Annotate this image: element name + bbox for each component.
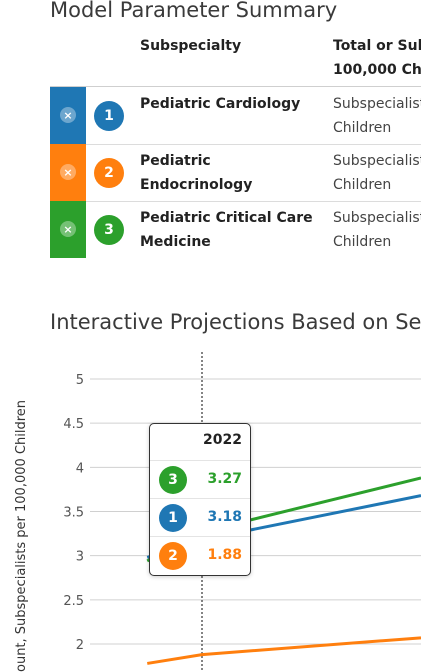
y-tick-label: 2.5 <box>63 594 84 609</box>
metric-line2: Children <box>333 234 392 250</box>
subspecialty-name: Pediatric Cardiology <box>140 92 320 116</box>
y-tick-label: 3 <box>76 550 84 565</box>
close-icon[interactable]: × <box>60 221 76 237</box>
metric-cell: Subspecialist Children <box>333 92 421 140</box>
subspecialty-name-line2: Medicine <box>140 234 211 250</box>
subspecialty-name-line2: Endocrinology <box>140 177 253 193</box>
summary-title: Model Parameter Summary <box>50 0 338 22</box>
series-number-badge: 1 <box>94 101 124 131</box>
column-header-total-line2: 100,000 Chi <box>333 62 421 78</box>
subspecialty-name-line1: Pediatric Cardiology <box>140 96 301 112</box>
parameter-summary-table: Subspecialty Total or Sub 100,000 Chi × … <box>50 30 421 258</box>
y-axis-label: ount, Subspecialists per 100,000 Childre… <box>14 400 29 672</box>
column-header-total-line1: Total or Sub <box>333 38 421 54</box>
subspecialty-name: Pediatric Endocrinology <box>140 149 320 197</box>
metric-line1: Subspecialist <box>333 210 421 226</box>
tooltip-value: 3.27 <box>207 471 242 487</box>
series-line[interactable] <box>147 636 421 665</box>
subspecialty-name-line1: Pediatric Critical Care <box>140 210 313 226</box>
table-row: × 1 Pediatric Cardiology Subspecialist C… <box>50 87 421 145</box>
table-row: × 2 Pediatric Endocrinology Subspecialis… <box>50 144 421 202</box>
y-tick-label: 4.5 <box>63 417 84 432</box>
series-color-swatch: × <box>50 87 86 144</box>
table-row: × 3 Pediatric Critical Care Medicine Sub… <box>50 201 421 258</box>
series-color-swatch: × <box>50 144 86 201</box>
column-header-subspecialty: Subspecialty <box>140 38 242 54</box>
series-number-badge: 2 <box>159 542 187 570</box>
metric-line2: Children <box>333 177 392 193</box>
series-number-badge: 3 <box>94 215 124 245</box>
y-tick-label: 4 <box>76 461 84 476</box>
table-header: Subspecialty Total or Sub 100,000 Chi <box>50 30 421 87</box>
series-color-swatch: × <box>50 201 86 258</box>
tooltip-row: 1 3.18 <box>150 498 250 536</box>
series-number-badge: 3 <box>159 466 187 494</box>
subspecialty-name: Pediatric Critical Care Medicine <box>140 206 320 254</box>
projections-title: Interactive Projections Based on Se <box>50 310 421 334</box>
metric-cell: Subspecialist Children <box>333 149 421 197</box>
series-number-badge: 1 <box>159 504 187 532</box>
subspecialty-name-line1: Pediatric <box>140 153 211 169</box>
series-number-badge: 2 <box>94 158 124 188</box>
column-header-total: Total or Sub 100,000 Chi <box>333 34 421 82</box>
tooltip-value: 3.18 <box>207 509 242 525</box>
metric-cell: Subspecialist Children <box>333 206 421 254</box>
metric-line1: Subspecialist <box>333 153 421 169</box>
y-tick-label: 5 <box>76 373 84 388</box>
tooltip-value: 1.88 <box>207 547 242 563</box>
hover-tooltip: 2022 3 3.27 1 3.18 2 1.88 <box>149 423 251 576</box>
close-icon[interactable]: × <box>60 164 76 180</box>
tooltip-row: 3 3.27 <box>150 460 250 498</box>
close-icon[interactable]: × <box>60 107 76 123</box>
metric-line2: Children <box>333 120 392 136</box>
metric-line1: Subspecialist <box>333 96 421 112</box>
tooltip-year: 2022 <box>203 432 242 448</box>
y-tick-label: 3.5 <box>63 506 84 521</box>
y-tick-label: 2 <box>76 638 84 653</box>
tooltip-row: 2 1.88 <box>150 536 250 574</box>
